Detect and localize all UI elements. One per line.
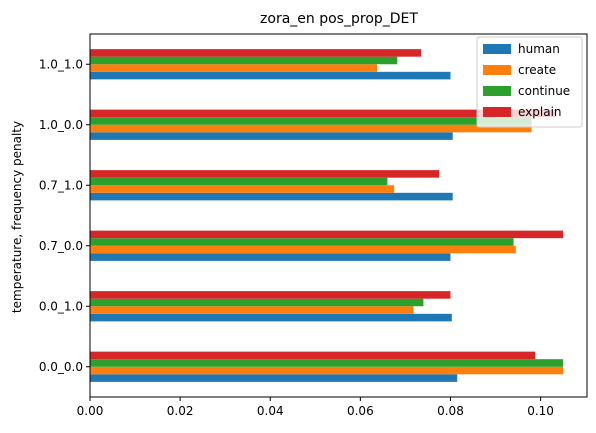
legend-swatch-human — [483, 44, 511, 54]
x-tick-label: 0.10 — [527, 404, 554, 418]
x-tick-label: 0.00 — [77, 404, 104, 418]
x-tick-label: 0.06 — [347, 404, 374, 418]
legend-label-explain: explain — [518, 105, 562, 119]
x-tick-label: 0.08 — [437, 404, 464, 418]
bar-explain-1-0_0-0 — [90, 109, 557, 118]
y-tick-label: 1.0_1.0 — [39, 57, 83, 71]
legend-box — [476, 36, 583, 128]
bar-explain-0-0_1-0 — [90, 291, 451, 299]
bar-explain-1-0_1-0 — [90, 49, 422, 57]
bar-continue-1-0_1-0 — [90, 56, 398, 65]
legend-swatch-explain — [483, 107, 511, 117]
y-tick-label: 0.7_0.0 — [39, 239, 83, 253]
y-ticks-group: 0.0_0.0 0.0_1.0 0.7_0.0 0.7_1.0 1.0_0.0 1.0_1… — [39, 57, 90, 374]
legend-label-create: create — [518, 63, 556, 77]
legend-label-human: human — [518, 42, 560, 56]
x-tick-label: 0.04 — [257, 404, 284, 418]
x-ticks-group: 0.00 0.02 0.04 0.06 0.08 0.10 — [77, 397, 554, 418]
y-tick-label: 0.0_0.0 — [39, 360, 83, 374]
legend-label-continue: continue — [518, 84, 570, 98]
bars-group — [90, 49, 564, 382]
bar-create-0-7_0-0 — [90, 245, 516, 254]
bar-explain-0-7_0-0 — [90, 230, 564, 239]
bar-create-0-0_0-0 — [90, 366, 564, 375]
y-tick-label: 1.0_0.0 — [39, 118, 83, 132]
legend: human create continue explain — [476, 36, 583, 128]
y-axis-label: temperature, frequency penalty — [10, 121, 24, 313]
legend-swatch-continue — [483, 86, 511, 96]
bar-human-0-0_0-0 — [90, 374, 458, 382]
bar-human-0-0_1-0 — [90, 313, 452, 322]
bar-continue-0-7_1-0 — [90, 177, 388, 186]
bar-create-0-7_1-0 — [90, 185, 395, 193]
x-tick-label: 0.02 — [167, 404, 194, 418]
bar-continue-0-7_0-0 — [90, 238, 514, 246]
bar-human-0-7_0-0 — [90, 253, 451, 261]
bar-continue-0-0_0-0 — [90, 359, 564, 367]
bar-create-1-0_0-0 — [90, 124, 532, 133]
legend-swatch-create — [483, 65, 511, 75]
bar-explain-0-0_0-0 — [90, 351, 536, 360]
plot-frame — [89, 33, 588, 398]
y-tick-label: 0.0_1.0 — [39, 299, 83, 313]
bar-human-1-0_1-0 — [90, 71, 451, 80]
y-tick-label: 0.7_1.0 — [39, 178, 83, 192]
bar-continue-0-0_1-0 — [90, 298, 424, 307]
bar-create-0-0_1-0 — [90, 306, 414, 314]
bar-human-0-7_1-0 — [90, 192, 453, 201]
bar-continue-1-0_0-0 — [90, 117, 532, 125]
chart-title: zora_en pos_prop_DET — [260, 11, 418, 27]
bar-human-1-0_0-0 — [90, 132, 453, 140]
bar-explain-0-7_1-0 — [90, 170, 440, 178]
bar-create-1-0_1-0 — [90, 64, 378, 72]
